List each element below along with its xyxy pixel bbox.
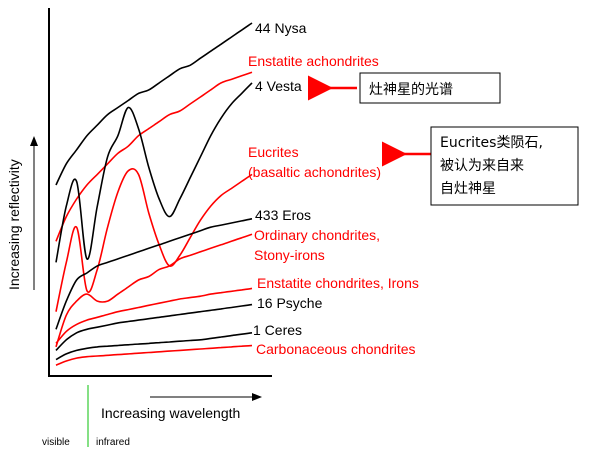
annotation-eucrites: Eucrites类陨石, 被认为来自来 自灶神星 [382, 126, 579, 206]
svg-text:Stony-irons: Stony-irons [254, 247, 325, 263]
label-433-eros: 433 Eros [255, 207, 311, 223]
label-16-psyche: 16 Psyche [257, 295, 323, 311]
label-1-ceres: 1 Ceres [253, 322, 302, 338]
series-line-3 [55, 168, 253, 312]
series-line-0 [55, 22, 253, 186]
svg-text:433 Eros: 433 Eros [255, 207, 311, 223]
y-direction-arrow [30, 136, 38, 290]
svg-text:16 Psyche: 16 Psyche [257, 295, 323, 311]
label-4-vesta: 4 Vesta [255, 78, 302, 94]
svg-text:1 Ceres: 1 Ceres [253, 322, 302, 338]
label-enstatite-achondrites: Enstatite achondrites [248, 53, 379, 69]
svg-text:自灶神星: 自灶神星 [440, 181, 496, 197]
infrared-marker: infrared [96, 437, 130, 448]
series-line-5 [55, 233, 253, 348]
series-line-2 [55, 82, 253, 263]
series-line-7 [55, 303, 253, 351]
svg-text:Carbonaceous chondrites: Carbonaceous chondrites [256, 341, 416, 357]
svg-text:灶神星的光谱: 灶神星的光谱 [369, 82, 453, 98]
svg-text:4 Vesta: 4 Vesta [255, 78, 302, 94]
svg-text:(basaltic achondrites): (basaltic achondrites) [248, 164, 381, 180]
label-eucrites: Eucrites (basaltic achondrites) [248, 144, 381, 180]
svg-text:Eucrites: Eucrites [248, 144, 299, 160]
series-line-4 [55, 218, 253, 330]
svg-text:Eucrites类陨石,: Eucrites类陨石, [440, 135, 543, 151]
svg-text:Enstatite chondrites, Irons: Enstatite chondrites, Irons [257, 275, 419, 291]
x-direction-arrow [150, 393, 262, 401]
series-line-6 [55, 287, 253, 344]
svg-text:Enstatite achondrites: Enstatite achondrites [248, 53, 379, 69]
series-line-9 [55, 344, 253, 366]
series-line-8 [55, 332, 253, 361]
label-carbonaceous-chondrites: Carbonaceous chondrites [256, 341, 416, 357]
label-44-nysa: 44 Nysa [255, 20, 307, 36]
series-line-1 [55, 71, 253, 242]
annotation-vesta: 灶神星的光谱 [308, 72, 501, 104]
label-enstatite-chondrites: Enstatite chondrites, Irons [257, 275, 419, 291]
svg-text:44 Nysa: 44 Nysa [255, 20, 307, 36]
y-axis-label: Increasing reflectivity [6, 159, 22, 290]
svg-text:被认为来自来: 被认为来自来 [440, 158, 524, 174]
svg-text:Ordinary chondrites,: Ordinary chondrites, [254, 227, 380, 243]
spectrum-curves [55, 22, 253, 366]
visible-marker: visible [42, 437, 70, 448]
x-axis-label: Increasing wavelength [101, 405, 240, 421]
label-ordinary-chondrites: Ordinary chondrites, Stony-irons [254, 227, 380, 263]
